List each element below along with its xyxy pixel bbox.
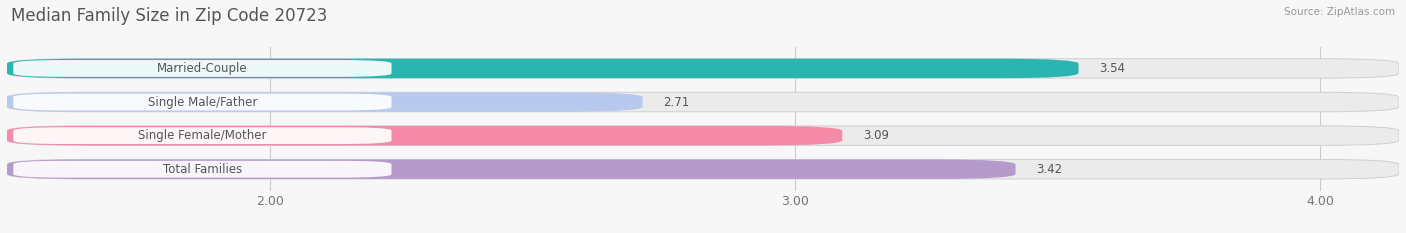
FancyBboxPatch shape: [13, 94, 391, 110]
Text: Married-Couple: Married-Couple: [157, 62, 247, 75]
FancyBboxPatch shape: [7, 59, 1078, 78]
Text: Median Family Size in Zip Code 20723: Median Family Size in Zip Code 20723: [11, 7, 328, 25]
Text: 2.71: 2.71: [664, 96, 690, 109]
Text: 3.54: 3.54: [1099, 62, 1126, 75]
FancyBboxPatch shape: [7, 159, 1015, 179]
FancyBboxPatch shape: [7, 59, 1399, 78]
FancyBboxPatch shape: [7, 126, 1399, 145]
FancyBboxPatch shape: [7, 126, 842, 145]
Text: Total Families: Total Families: [163, 163, 242, 176]
Text: 3.42: 3.42: [1036, 163, 1063, 176]
FancyBboxPatch shape: [13, 127, 391, 144]
FancyBboxPatch shape: [7, 159, 1399, 179]
FancyBboxPatch shape: [7, 92, 1399, 112]
Text: Source: ZipAtlas.com: Source: ZipAtlas.com: [1284, 7, 1395, 17]
Text: Single Female/Mother: Single Female/Mother: [138, 129, 267, 142]
FancyBboxPatch shape: [13, 60, 391, 77]
Text: 3.09: 3.09: [863, 129, 889, 142]
FancyBboxPatch shape: [13, 161, 391, 178]
Text: Single Male/Father: Single Male/Father: [148, 96, 257, 109]
FancyBboxPatch shape: [7, 92, 643, 112]
